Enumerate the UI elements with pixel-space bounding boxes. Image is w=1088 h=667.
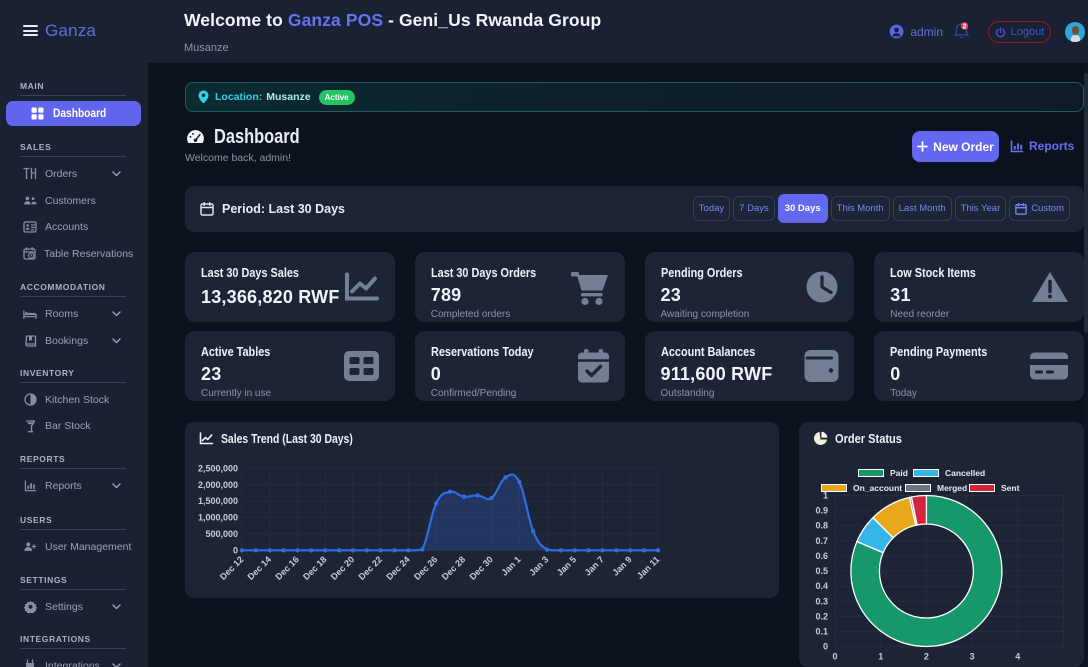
svg-text:Dec 20: Dec 20 — [329, 554, 357, 582]
svg-text:0.9: 0.9 — [815, 506, 828, 516]
svg-text:Dec 26: Dec 26 — [412, 554, 440, 582]
svg-text:1: 1 — [823, 491, 828, 501]
svg-text:Dec 16: Dec 16 — [273, 554, 301, 582]
svg-text:0: 0 — [832, 652, 837, 662]
svg-text:Jan 1: Jan 1 — [499, 554, 522, 577]
svg-text:2,500,000: 2,500,000 — [198, 463, 238, 473]
svg-text:4: 4 — [1015, 652, 1020, 662]
svg-text:Dec 30: Dec 30 — [467, 554, 495, 582]
svg-text:Dec 28: Dec 28 — [440, 554, 468, 582]
svg-text:500,000: 500,000 — [205, 529, 238, 539]
svg-text:Dec 14: Dec 14 — [246, 554, 274, 582]
svg-text:0.3: 0.3 — [815, 596, 828, 606]
svg-text:0.2: 0.2 — [815, 611, 828, 621]
svg-text:0.4: 0.4 — [815, 581, 828, 591]
svg-text:Dec 22: Dec 22 — [357, 554, 385, 582]
svg-text:2,000,000: 2,000,000 — [198, 480, 238, 490]
svg-text:Jan 11: Jan 11 — [635, 554, 662, 581]
svg-text:0.1: 0.1 — [815, 627, 828, 637]
svg-text:Dec 24: Dec 24 — [384, 554, 412, 582]
svg-text:0: 0 — [823, 642, 828, 652]
svg-text:0: 0 — [233, 545, 238, 555]
svg-text:Jan 7: Jan 7 — [583, 554, 606, 577]
svg-text:Jan 5: Jan 5 — [555, 554, 578, 577]
svg-text:2: 2 — [924, 652, 929, 662]
svg-text:0.7: 0.7 — [815, 536, 828, 546]
svg-text:Jan 3: Jan 3 — [527, 554, 550, 577]
svg-text:0.5: 0.5 — [815, 566, 828, 576]
svg-text:Dec 18: Dec 18 — [301, 554, 329, 582]
svg-text:2: 2 — [963, 22, 967, 31]
svg-text:1: 1 — [878, 652, 883, 662]
svg-text:1,000,000: 1,000,000 — [198, 513, 238, 523]
svg-text:0.6: 0.6 — [815, 551, 828, 561]
svg-text:Dec 12: Dec 12 — [218, 554, 246, 582]
svg-text:Jan 9: Jan 9 — [610, 554, 633, 577]
svg-text:0.8: 0.8 — [815, 521, 828, 531]
svg-text:1,500,000: 1,500,000 — [198, 496, 238, 506]
svg-text:3: 3 — [970, 652, 975, 662]
